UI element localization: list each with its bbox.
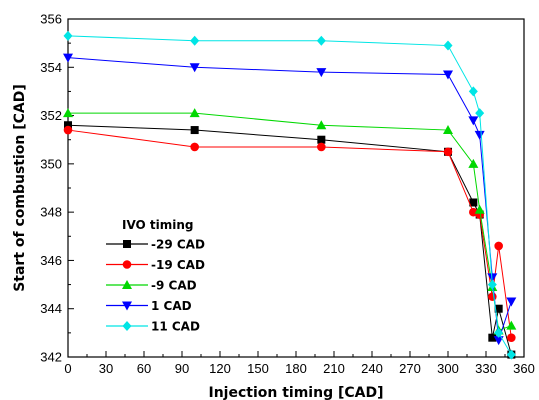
data-point <box>190 126 199 135</box>
series-1 <box>64 121 516 359</box>
series-line <box>67 57 512 341</box>
legend-swatch-marker <box>122 280 132 289</box>
legend-item: 11 CAD <box>106 320 200 334</box>
data-point <box>468 116 479 126</box>
series-5 <box>63 30 516 360</box>
y-axis-title: Start of combustion [CAD] <box>12 84 28 292</box>
x-tick-label: 270 <box>399 361 421 376</box>
y-tick-label: 346 <box>40 253 62 268</box>
data-point <box>469 198 478 207</box>
data-point <box>443 40 453 51</box>
data-point <box>317 142 326 152</box>
legend-item: -29 CAD <box>106 238 205 252</box>
data-point <box>474 204 485 214</box>
data-point <box>316 35 326 46</box>
legend-swatch-marker <box>122 301 132 311</box>
series-line <box>67 35 512 355</box>
series-line <box>67 129 512 338</box>
data-point <box>63 125 73 135</box>
y-tick-label: 350 <box>40 156 62 171</box>
data-point <box>506 349 516 360</box>
x-tick-label: 90 <box>175 361 189 376</box>
data-point <box>190 35 200 46</box>
legend-title: IVO timing <box>122 218 194 232</box>
data-point <box>474 130 485 140</box>
data-point <box>494 241 503 251</box>
data-point <box>507 333 516 342</box>
x-tick-label: 60 <box>137 361 151 376</box>
plot-frame <box>67 18 525 358</box>
legend-swatch-marker <box>122 321 132 331</box>
series-line <box>67 124 512 355</box>
data-point <box>317 135 326 144</box>
x-tick-label: 240 <box>361 361 383 376</box>
data-point <box>189 108 200 118</box>
legend-label: 11 CAD <box>151 320 200 334</box>
data-point <box>443 70 453 80</box>
data-point <box>475 108 485 119</box>
data-point <box>63 108 73 118</box>
y-tick-label: 354 <box>40 60 62 75</box>
x-tick-label: 30 <box>99 361 113 376</box>
x-axis-title: Injection timing [CAD] <box>209 385 384 400</box>
data-point <box>506 297 517 307</box>
series-layer <box>63 30 517 360</box>
legend: IVO timing -29 CAD -19 CAD -9 CAD 1 CAD 11 CA… <box>106 218 205 334</box>
data-point <box>443 125 453 135</box>
data-point <box>493 336 504 346</box>
data-point <box>468 86 478 97</box>
data-point <box>494 327 504 338</box>
legend-swatch-marker <box>122 260 132 269</box>
y-tick-label: 356 <box>40 12 62 27</box>
y-tick-label: 344 <box>40 301 62 316</box>
data-point <box>63 30 73 41</box>
data-point <box>316 68 327 78</box>
legend-label: -9 CAD <box>151 279 197 293</box>
x-tick-label: 180 <box>285 361 307 376</box>
x-tick-label: 210 <box>323 361 345 376</box>
legend-item: 1 CAD <box>106 299 192 313</box>
data-point <box>64 121 72 130</box>
data-point <box>468 158 479 168</box>
data-point <box>63 53 73 63</box>
legend-label: -29 CAD <box>151 238 205 252</box>
data-point <box>190 142 199 152</box>
series-2 <box>63 125 516 342</box>
data-point <box>487 279 497 290</box>
y-tick-label: 352 <box>40 108 62 123</box>
data-point <box>494 304 503 313</box>
legend-label: 1 CAD <box>151 299 192 313</box>
data-point <box>488 292 497 301</box>
series-4 <box>63 53 517 346</box>
x-tick-label: 150 <box>247 361 269 376</box>
x-tick-label: 330 <box>475 361 497 376</box>
legend-swatch-marker <box>123 240 131 248</box>
x-tick-label: 300 <box>437 361 459 376</box>
x-tick-label: 120 <box>209 361 231 376</box>
data-point <box>506 320 517 330</box>
data-point <box>316 120 327 130</box>
x-tick-label: 360 <box>513 361 535 376</box>
y-tick-label: 342 <box>40 350 62 365</box>
x-tick-label: 0 <box>64 361 71 376</box>
axis-ticks: 0 30 60 90 120 150 180 210 240 270 300 330 360 342 344… <box>40 12 535 377</box>
data-point <box>443 147 453 157</box>
legend-item: -19 CAD <box>106 258 205 272</box>
legend-label: -19 CAD <box>151 258 205 272</box>
legend-item: -9 CAD <box>106 279 197 293</box>
data-point <box>189 63 200 73</box>
data-point <box>488 333 497 342</box>
y-tick-label: 348 <box>40 205 62 220</box>
